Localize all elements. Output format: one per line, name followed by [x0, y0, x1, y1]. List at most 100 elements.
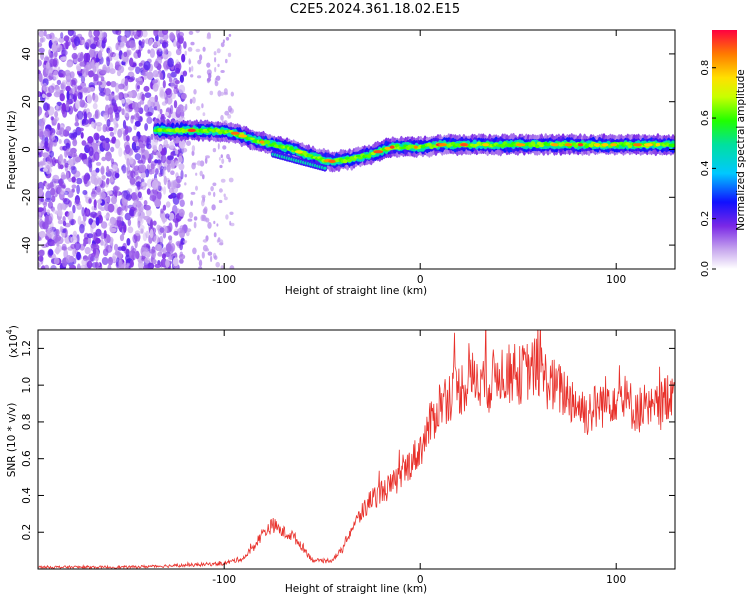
- spectrogram-ridge-branch: [323, 166, 327, 170]
- snr-y-tick-label: 0.6: [21, 450, 33, 467]
- spectrogram-noise-blob: [220, 42, 225, 48]
- spectrogram-noise-blob: [67, 190, 74, 198]
- spectrogram-noise-blob: [102, 140, 107, 149]
- spectrogram-noise-blob: [146, 142, 149, 149]
- spectrogram-noise-blob: [163, 175, 167, 186]
- spectrogram-noise-blob: [89, 87, 95, 92]
- spectrogram-noise-blob: [115, 42, 119, 51]
- spectrogram-noise-blob: [123, 190, 131, 200]
- spectrogram-noise-blob: [174, 67, 181, 74]
- spectrogram-noise-blob: [42, 167, 49, 172]
- spectrogram-noise-blob: [70, 166, 76, 171]
- spectrogram-noise-blob: [141, 93, 145, 102]
- spectrogram-noise-blob: [157, 251, 163, 257]
- spectrogram-noise-blob: [160, 113, 165, 119]
- spectrogram-noise-blob: [142, 251, 148, 257]
- spectrogram-ridge-core: [358, 156, 363, 160]
- spectrogram-noise-blob: [213, 51, 217, 56]
- spectrogram-noise-blob: [93, 199, 97, 208]
- spectrogram-noise-blob: [211, 204, 216, 211]
- spectrogram-noise-blob: [151, 179, 159, 190]
- spectrogram-noise-blob: [132, 31, 139, 36]
- spectrogram-noise-blob: [95, 228, 102, 237]
- spectrogram-noise-blob: [44, 141, 48, 149]
- spectrogram-noise-blob: [111, 195, 117, 205]
- spectrogram-noise-blob: [165, 201, 171, 208]
- snr-frame: [37, 329, 676, 570]
- spectrogram-noise-blob: [137, 92, 141, 101]
- spectrogram-noise-blob: [179, 199, 185, 207]
- spectrogram-noise-blob: [86, 111, 92, 119]
- spectrogram-noise-blob: [183, 41, 187, 49]
- spectrogram-noise-blob: [121, 108, 125, 116]
- spectrogram-noise-blob: [57, 219, 64, 225]
- spectrogram-y-axis-label: Frequency (Hz): [6, 110, 18, 189]
- snr-y-ticks: 0.2 0.4 0.6 0.8 1.0 1.2: [21, 340, 675, 541]
- spectrogram-noise-blob: [207, 191, 212, 196]
- spectrogram-noise-blob: [213, 220, 216, 225]
- spectrogram-noise-blob: [145, 230, 150, 239]
- spectrogram-x-tick-label: 0: [417, 274, 424, 286]
- spectrogram-noise-blob: [74, 121, 80, 127]
- spectrogram-noise-blob: [179, 258, 184, 264]
- spectrogram-noise-blob: [107, 264, 112, 269]
- spectrogram-noise-blob: [137, 220, 141, 228]
- spectrogram-noise-blob: [205, 155, 210, 159]
- spectrogram-noise-blob: [112, 52, 120, 61]
- spectrogram-noise-blob: [80, 39, 86, 45]
- spectrogram-noise-blob: [53, 118, 58, 124]
- spectrogram-noise-blob: [192, 247, 197, 255]
- spectrogram-ridge-core: [534, 143, 540, 149]
- spectrogram-noise-blob: [45, 190, 52, 201]
- spectrogram-noise-blob: [85, 39, 92, 47]
- colorbar-label: Normalized spectral amplitude: [735, 69, 747, 230]
- spectrogram-noise-blob: [101, 175, 106, 180]
- spectrogram-noise-blob: [74, 90, 79, 96]
- spectrogram-noise-blob: [167, 179, 171, 190]
- spectrogram-noise-blob: [137, 191, 142, 199]
- spectrogram-noise-blob: [117, 216, 124, 224]
- spectrogram-noise-blob: [218, 242, 224, 246]
- spectrogram-noise-blob: [159, 248, 164, 253]
- snr-y-tick-label: 1.2: [21, 340, 33, 357]
- spectrogram-noise-blob: [49, 52, 54, 59]
- spectrogram-hot-spot: [230, 131, 240, 135]
- spectrogram-noise-blob: [38, 72, 43, 83]
- spectrogram-ridge-core: [573, 143, 579, 148]
- spectrogram-noise-blob: [132, 234, 138, 244]
- spectrogram-noise-blob: [43, 30, 47, 37]
- spectrogram-noise-blob: [119, 127, 125, 134]
- spectrogram-x-tick-label: -100: [212, 274, 236, 286]
- spectrogram-noise-blob: [146, 137, 151, 143]
- spectrogram-noise-blob: [174, 63, 180, 70]
- spectrogram-noise-blob: [205, 217, 210, 223]
- spectrogram-noise-blob: [59, 127, 65, 137]
- spectrogram-noise-blob: [66, 79, 72, 87]
- spectrogram-noise-blob: [170, 181, 177, 190]
- spectrogram-noise-blob: [217, 90, 222, 97]
- spectrogram-noise-blob: [175, 175, 182, 184]
- spectrogram-noise-blob: [66, 90, 70, 101]
- spectrogram-noise-blob: [135, 181, 142, 187]
- snr-x-tick-label: 0: [417, 574, 424, 586]
- spectrogram-noise-blob: [178, 139, 186, 149]
- snr-multiplier-exp: 4: [5, 329, 14, 334]
- spectrogram-noise-blob: [110, 146, 115, 153]
- spectrogram-noise-blob: [133, 200, 138, 206]
- spectrogram-noise-blob: [159, 227, 165, 234]
- spectrogram-noise-blob: [201, 199, 205, 207]
- spectrogram-noise-blob: [124, 108, 130, 118]
- spectrogram-noise-blob: [141, 154, 146, 165]
- spectrogram-noise-blob: [195, 172, 198, 176]
- spectrogram-noise-blob: [175, 149, 179, 155]
- spectrogram-noise-blob: [127, 66, 135, 71]
- spectrogram-hot-spot: [632, 143, 642, 147]
- spectrogram-noise-blob: [88, 49, 95, 58]
- spectrogram-noise-blob: [204, 157, 208, 164]
- spectrogram-noise-blob: [146, 71, 154, 81]
- spectrogram-noise-blob: [48, 249, 54, 256]
- spectrogram-noise-blob: [190, 74, 194, 78]
- spectrogram-noise-blob: [86, 94, 93, 104]
- spectrogram-noise-blob: [134, 230, 141, 237]
